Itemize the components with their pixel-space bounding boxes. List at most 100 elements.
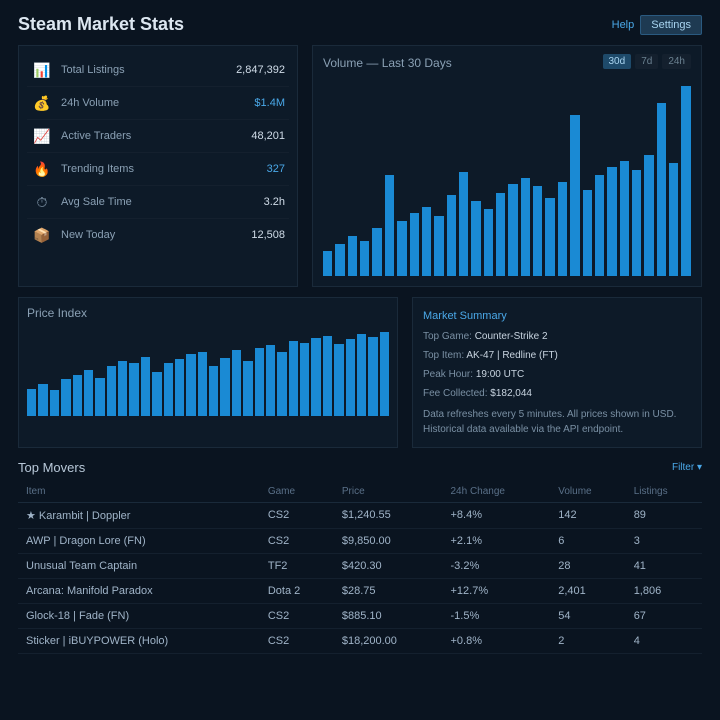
help-link[interactable]: Help [612,19,635,31]
mini-chart-bar[interactable] [38,384,47,416]
chart-bar[interactable] [447,195,456,276]
mini-chart-bar[interactable] [175,359,184,416]
chart-bar[interactable] [410,213,419,276]
table-cell: CS2 [260,502,334,528]
chart-bar[interactable] [533,186,542,276]
chart-bar[interactable] [657,103,666,276]
mini-chart-panel: Price Index [18,297,398,448]
table-filter-button[interactable]: Filter ▾ [672,462,702,473]
chart-bar[interactable] [521,178,530,276]
chart-bar[interactable] [607,167,616,276]
chart-bar[interactable] [496,193,505,276]
stat-icon: 📊 [31,59,53,81]
mini-chart-bar[interactable] [73,375,82,416]
mini-chart-bar[interactable] [323,336,332,416]
mini-chart-bar[interactable] [141,357,150,416]
chart-bar[interactable] [545,198,554,276]
chart-bar[interactable] [348,236,357,276]
table-row[interactable]: Unusual Team CaptainTF2$420.30-3.2%2841 [18,553,702,578]
chart-bar[interactable] [360,241,369,276]
mini-chart-bar[interactable] [198,352,207,416]
page-header: Steam Market Stats Help Settings [18,14,702,35]
mini-chart-bar[interactable] [277,352,286,416]
settings-button[interactable]: Settings [640,15,702,35]
mini-chart-bar[interactable] [266,345,275,416]
mini-chart-bar[interactable] [95,378,104,416]
table-column-header[interactable]: Listings [626,481,702,503]
chart-bar[interactable] [484,209,493,276]
chart-bar[interactable] [335,244,344,276]
chart-bar[interactable] [508,184,517,276]
table-row[interactable]: ★ Karambit | DopplerCS2$1,240.55+8.4%142… [18,502,702,528]
chart-bar[interactable] [385,175,394,276]
table-section-title: Top Movers [18,460,85,475]
chart-bar[interactable] [372,228,381,276]
chart-bar[interactable] [459,172,468,276]
mini-chart-bar[interactable] [289,341,298,416]
mini-chart-bar[interactable] [209,366,218,416]
table-cell: +0.8% [442,628,550,653]
mini-chart-bar[interactable] [61,379,70,416]
chart-bar[interactable] [620,161,629,276]
mini-chart-bar[interactable] [311,338,320,416]
stat-row[interactable]: 📈Active Traders48,201 [27,120,289,153]
chart-bar[interactable] [644,155,653,276]
table-column-header[interactable]: Item [18,481,260,503]
table-row[interactable]: Sticker | iBUYPOWER (Holo)CS2$18,200.00+… [18,628,702,653]
mini-chart-bar[interactable] [50,390,59,416]
mini-chart-bar[interactable] [118,361,127,416]
range-toggle-option[interactable]: 24h [662,54,691,69]
chart-bar[interactable] [434,216,443,276]
table-cell: $1,240.55 [334,502,443,528]
chart-bar[interactable] [422,207,431,276]
mini-chart-bar[interactable] [380,332,389,416]
mini-chart-bar[interactable] [107,366,116,416]
table-column-header[interactable]: Price [334,481,443,503]
mini-chart-bar[interactable] [243,361,252,416]
mini-chart-bar[interactable] [368,337,377,416]
chart-bar[interactable] [471,201,480,276]
table-cell: CS2 [260,528,334,553]
mini-chart-bar[interactable] [232,350,241,416]
chart-bar[interactable] [558,182,567,276]
stat-row[interactable]: 📊Total Listings2,847,392 [27,54,289,87]
table-column-header[interactable]: 24h Change [442,481,550,503]
table-row[interactable]: Arcana: Manifold ParadoxDota 2$28.75+12.… [18,578,702,603]
chart-bar[interactable] [583,190,592,276]
stat-value: $1.4M [254,97,285,109]
stat-value: 12,508 [251,229,285,241]
mini-chart-bar[interactable] [164,363,173,416]
mini-chart-bar[interactable] [357,334,366,416]
mini-chart-bar[interactable] [152,372,161,416]
mini-chart-bar[interactable] [300,343,309,416]
chart-bar[interactable] [397,221,406,276]
mini-chart-bar[interactable] [27,389,36,416]
mini-chart-bar[interactable] [84,370,93,416]
table-row[interactable]: AWP | Dragon Lore (FN)CS2$9,850.00+2.1%6… [18,528,702,553]
stat-row[interactable]: 💰24h Volume$1.4M [27,87,289,120]
mini-chart-bar[interactable] [186,354,195,416]
chart-bar[interactable] [570,115,579,276]
stat-row[interactable]: ⏱Avg Sale Time3.2h [27,186,289,219]
table-row[interactable]: Glock-18 | Fade (FN)CS2$885.10-1.5%5467 [18,603,702,628]
stat-row[interactable]: 📦 New Today12,508 [27,219,289,251]
stat-icon: 📦 [31,224,53,246]
chart-bar[interactable] [595,175,604,276]
table-cell: 3 [626,528,702,553]
range-toggle-option[interactable]: 7d [635,54,658,69]
range-toggle-option[interactable]: 30d [603,54,632,69]
chart-bar[interactable] [681,86,690,276]
mini-chart-bar[interactable] [220,358,229,416]
stat-label: New Today [61,229,251,241]
chart-bar[interactable] [323,251,332,276]
table-column-header[interactable]: Game [260,481,334,503]
mini-chart-bar[interactable] [129,363,138,416]
movers-table: ItemGamePrice24h ChangeVolumeListings ★ … [18,481,702,654]
table-column-header[interactable]: Volume [550,481,625,503]
mini-chart-bar[interactable] [334,344,343,416]
chart-bar[interactable] [669,163,678,276]
mini-chart-bar[interactable] [346,339,355,416]
mini-chart-bar[interactable] [255,348,264,416]
stat-row[interactable]: 🔥Trending Items327 [27,153,289,186]
chart-bar[interactable] [632,170,641,276]
